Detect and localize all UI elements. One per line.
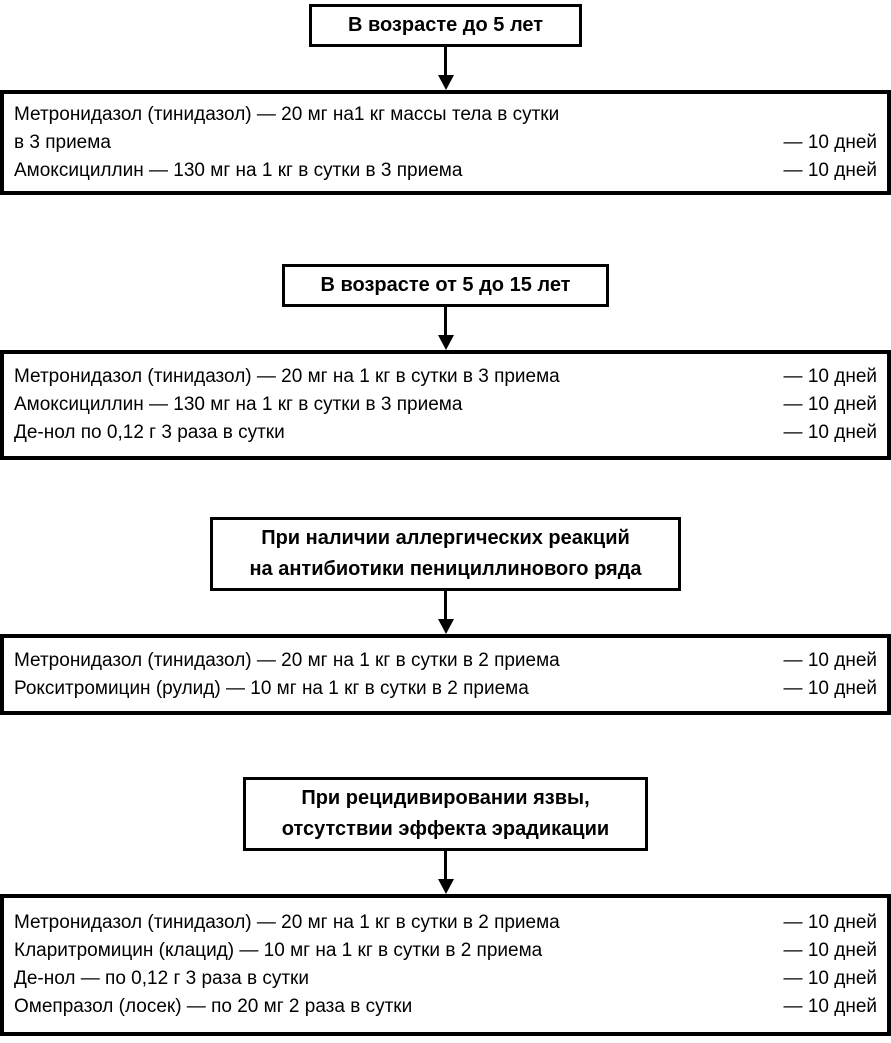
- regimen-duration: — 10 дней: [783, 131, 877, 153]
- section-header-text: В возрасте от 5 до 15 лет: [320, 274, 571, 296]
- arrow-head-icon: [437, 879, 454, 894]
- regimen-row: Метронидазол (тинидазол) — 20 мг на 1 кг…: [14, 909, 879, 937]
- regimen-text: Де-нол по 0,12 г 3 раза в сутки: [14, 422, 285, 443]
- flowchart-section: В возрасте до 5 лет Метронидазол (тинида…: [0, 0, 891, 195]
- regimen-text: Рокситромицин (рулид) — 10 мг на 1 кг в …: [14, 677, 529, 699]
- regimen-text: Амоксициллин — 130 мг на 1 кг в сутки в …: [14, 394, 463, 415]
- section-header-text: В возрасте до 5 лет: [347, 14, 544, 36]
- regimen-text: Амоксициллин — 130 мг на 1 кг в сутки в …: [14, 159, 463, 181]
- regimen-text: Метронидазол (тинидазол) — 20 мг на 1 кг…: [14, 649, 560, 671]
- arrow-line: [444, 307, 447, 336]
- regimen-text: Метронидазол (тинидазол) — 20 мг на 1 кг…: [14, 912, 560, 933]
- regimen-duration: — 10 дней: [783, 159, 877, 181]
- regimen-row: Метронидазол (тинидазол) — 20 мг на1 кг …: [14, 101, 879, 129]
- regimen-text: Метронидазол (тинидазол) — 20 мг на 1 кг…: [14, 366, 560, 387]
- regimen-text: Кларитромицин (клацид) — 10 мг на 1 кг в…: [14, 940, 543, 961]
- section-header-text: отсутствии эффекта эрадикации: [281, 818, 610, 840]
- regimen-text: Омепразол (лосек) — по 20 мг 2 раза в су…: [14, 996, 413, 1017]
- regimen-duration: — 10 дней: [783, 422, 877, 443]
- regimen-duration: — 10 дней: [783, 996, 877, 1017]
- regimen-box: Метронидазол (тинидазол) — 20 мг на 1 кг…: [0, 894, 891, 1036]
- regimen-duration: — 10 дней: [783, 394, 877, 415]
- regimen-duration: — 10 дней: [783, 649, 877, 671]
- flowchart-section: При рецидивировании язвы, отсутствии эффе…: [0, 715, 891, 1036]
- arrow-head-icon: [437, 335, 454, 350]
- arrow-line: [444, 851, 447, 880]
- regimen-row: Де-нол — по 0,12 г 3 раза в сутки — 10 д…: [14, 965, 879, 993]
- regimen-text: в 3 приема: [14, 131, 111, 153]
- regimen-duration: — 10 дней: [783, 968, 877, 989]
- down-arrow: [437, 591, 454, 634]
- arrow-head-icon: [437, 619, 454, 634]
- regimen-box: Метронидазол (тинидазол) — 20 мг на 1 кг…: [0, 634, 891, 715]
- down-arrow: [437, 47, 454, 90]
- section-header-box: В возрасте от 5 до 15 лет: [281, 264, 610, 307]
- section-header-text: на антибиотики пенициллинового ряда: [249, 558, 642, 580]
- regimen-row: Омепразол (лосек) — по 20 мг 2 раза в су…: [14, 993, 879, 1021]
- regimen-row: Рокситромицин (рулид) — 10 мг на 1 кг в …: [14, 675, 879, 703]
- flowchart-section: В возрасте от 5 до 15 лет Метронидазол (…: [0, 195, 891, 460]
- regimen-box: Метронидазол (тинидазол) — 20 мг на1 кг …: [0, 90, 891, 195]
- arrow-line: [444, 47, 447, 76]
- regimen-row: Метронидазол (тинидазол) — 20 мг на 1 кг…: [14, 363, 879, 391]
- regimen-duration: — 10 дней: [783, 912, 877, 933]
- regimen-row: Метронидазол (тинидазол) — 20 мг на 1 кг…: [14, 647, 879, 675]
- arrow-line: [444, 591, 447, 620]
- regimen-row: Де-нол по 0,12 г 3 раза в сутки — 10 дне…: [14, 419, 879, 447]
- section-header-text: При рецидивировании язвы,: [301, 787, 590, 809]
- regimen-duration: — 10 дней: [783, 940, 877, 961]
- regimen-row: Амоксициллин — 130 мг на 1 кг в сутки в …: [14, 157, 879, 185]
- regimen-box: Метронидазол (тинидазол) — 20 мг на 1 кг…: [0, 350, 891, 460]
- regimen-row: в 3 приема — 10 дней: [14, 129, 879, 157]
- regimen-text: Де-нол — по 0,12 г 3 раза в сутки: [14, 968, 309, 989]
- section-header-box: В возрасте до 5 лет: [308, 4, 583, 47]
- down-arrow: [437, 307, 454, 350]
- arrow-head-icon: [437, 75, 454, 90]
- regimen-text: Метронидазол (тинидазол) — 20 мг на1 кг …: [14, 103, 560, 125]
- regimen-row: Амоксициллин — 130 мг на 1 кг в сутки в …: [14, 391, 879, 419]
- regimen-duration: — 10 дней: [783, 677, 877, 699]
- section-header-text: При наличии аллергических реакций: [261, 527, 630, 549]
- section-header-box: При рецидивировании язвы, отсутствии эффе…: [242, 777, 649, 851]
- flowchart-section: При наличии аллергических реакций на анти…: [0, 460, 891, 715]
- regimen-row: Кларитромицин (клацид) — 10 мг на 1 кг в…: [14, 937, 879, 965]
- section-header-box: При наличии аллергических реакций на анти…: [210, 517, 681, 591]
- down-arrow: [437, 851, 454, 894]
- regimen-duration: — 10 дней: [783, 366, 877, 387]
